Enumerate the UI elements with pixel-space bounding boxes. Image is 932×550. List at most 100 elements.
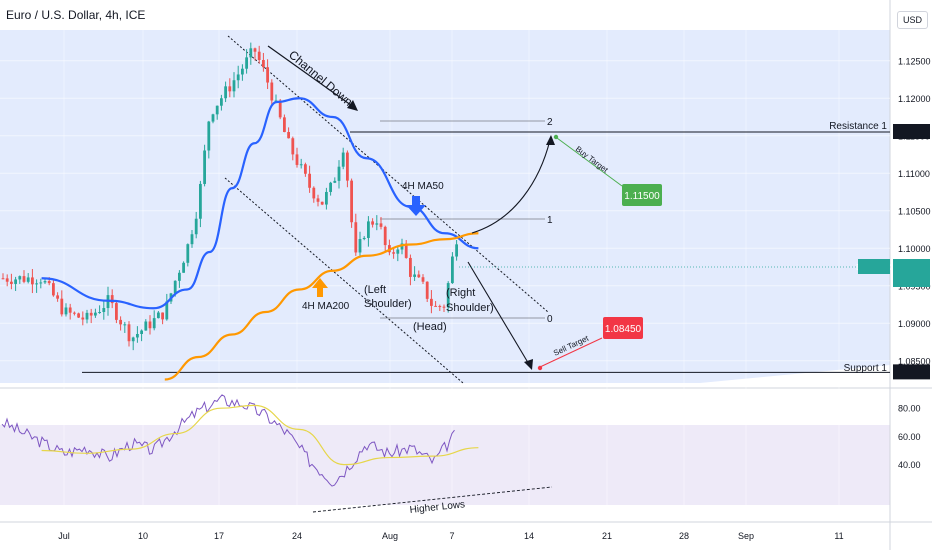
candle-down bbox=[148, 321, 152, 329]
candle-down bbox=[434, 305, 437, 307]
candle-down bbox=[392, 252, 395, 254]
candle-down bbox=[430, 298, 433, 306]
axes-layer: 1.12500 1.12000 1.11500 1.11000 1.10500 1.100… bbox=[58, 56, 930, 541]
candle-up bbox=[165, 301, 169, 320]
time-tick-label: 11 bbox=[834, 531, 843, 541]
left-shoulder-label-1: (Left bbox=[364, 284, 386, 296]
ma200-label: 4H MA200 bbox=[302, 301, 350, 312]
buy-target-point bbox=[553, 134, 559, 140]
candle-down bbox=[89, 312, 93, 316]
candle-down bbox=[115, 303, 118, 320]
candle-down bbox=[22, 276, 26, 282]
candle-down bbox=[127, 324, 131, 342]
candle-down bbox=[417, 274, 421, 278]
candle-down bbox=[257, 51, 261, 61]
candle-up bbox=[178, 272, 181, 281]
price-tick-label: 1.12000 bbox=[898, 94, 931, 104]
time-tick-label: 7 bbox=[449, 531, 454, 541]
price-tick-label: 1.09000 bbox=[898, 319, 931, 329]
time-tick-label: Sep bbox=[738, 531, 754, 541]
ma50-arrow-icon bbox=[406, 196, 426, 216]
support-price-tag bbox=[893, 364, 930, 380]
candle-down bbox=[81, 317, 85, 320]
price-tick-label: 1.12500 bbox=[898, 56, 931, 66]
candle-up bbox=[43, 281, 47, 283]
candle-down bbox=[161, 312, 164, 320]
candle-up bbox=[451, 256, 454, 284]
ma200-line bbox=[164, 232, 479, 381]
candle-down bbox=[52, 283, 55, 296]
candle-down bbox=[346, 152, 349, 181]
higher-lows-trendline bbox=[312, 486, 553, 513]
candle-down bbox=[425, 281, 429, 299]
candle-up bbox=[144, 321, 148, 331]
rsi-ma-line bbox=[41, 404, 479, 466]
candle-up bbox=[215, 105, 219, 115]
price-pane-highlight bbox=[0, 30, 890, 383]
candle-down bbox=[308, 173, 311, 188]
price-tick-label: 1.10000 bbox=[898, 244, 931, 254]
time-tick-label: 24 bbox=[292, 531, 302, 541]
candle-down bbox=[287, 132, 290, 139]
price-tick-label: 1.08500 bbox=[898, 356, 931, 366]
candle-up bbox=[131, 337, 135, 342]
candle-up bbox=[224, 86, 227, 99]
candle-up bbox=[245, 57, 248, 69]
candle-up bbox=[337, 166, 341, 181]
candle-down bbox=[77, 313, 80, 318]
candle-up bbox=[236, 74, 240, 81]
buy-projection-curve bbox=[471, 139, 551, 234]
candle-up bbox=[241, 68, 244, 75]
time-tick-label: Jul bbox=[58, 531, 70, 541]
channel-lower bbox=[224, 177, 464, 384]
candle-down bbox=[438, 306, 442, 308]
candle-up bbox=[220, 98, 223, 106]
candle-up bbox=[396, 249, 400, 254]
current-price-tag bbox=[893, 259, 930, 287]
candle-up bbox=[207, 121, 211, 151]
chart-title: Euro / U.S. Dollar, 4h, ICE bbox=[6, 8, 146, 22]
candles-layer bbox=[1, 42, 458, 351]
candle-down bbox=[110, 295, 114, 304]
candle-up bbox=[203, 150, 206, 184]
candle-up bbox=[455, 244, 458, 257]
buy-projection-arrowhead bbox=[546, 135, 555, 145]
candle-down bbox=[316, 198, 320, 202]
candle-up bbox=[413, 274, 416, 277]
time-tick-label: Aug bbox=[382, 531, 398, 541]
symbol-tag bbox=[858, 259, 890, 274]
candle-up bbox=[358, 239, 362, 253]
candle-down bbox=[354, 222, 358, 253]
candle-down bbox=[253, 48, 257, 52]
candle-up bbox=[211, 114, 215, 122]
rsi-tick-label: 80.00 bbox=[898, 404, 921, 414]
candle-up bbox=[18, 276, 22, 280]
candle-down bbox=[404, 243, 408, 258]
candle-up bbox=[362, 237, 366, 240]
candle-up bbox=[102, 308, 106, 313]
time-tick-label: 14 bbox=[524, 531, 534, 541]
buy-target-ray bbox=[556, 137, 623, 187]
channel-upper bbox=[227, 35, 549, 313]
candle-down bbox=[295, 154, 299, 165]
support-label: Support 1 bbox=[844, 363, 888, 374]
candle-up bbox=[329, 182, 332, 192]
sell-projection-line bbox=[467, 261, 531, 367]
candle-down bbox=[371, 221, 374, 225]
currency-button[interactable]: USD bbox=[897, 11, 928, 29]
candle-down bbox=[5, 278, 9, 282]
candle-down bbox=[283, 117, 286, 133]
ma50-label: 4H MA50 bbox=[402, 181, 444, 192]
candle-down bbox=[31, 277, 34, 285]
candle-up bbox=[249, 48, 253, 58]
left-shoulder-label-2: Shoulder) bbox=[364, 298, 412, 310]
grid-layer bbox=[0, 30, 890, 520]
candle-up bbox=[333, 180, 337, 183]
fib-label: 0 bbox=[547, 314, 553, 325]
candle-up bbox=[35, 283, 38, 285]
candle-down bbox=[1, 278, 5, 280]
time-tick-label: 21 bbox=[602, 531, 612, 541]
candle-up bbox=[190, 234, 194, 245]
candle-up bbox=[446, 283, 450, 308]
